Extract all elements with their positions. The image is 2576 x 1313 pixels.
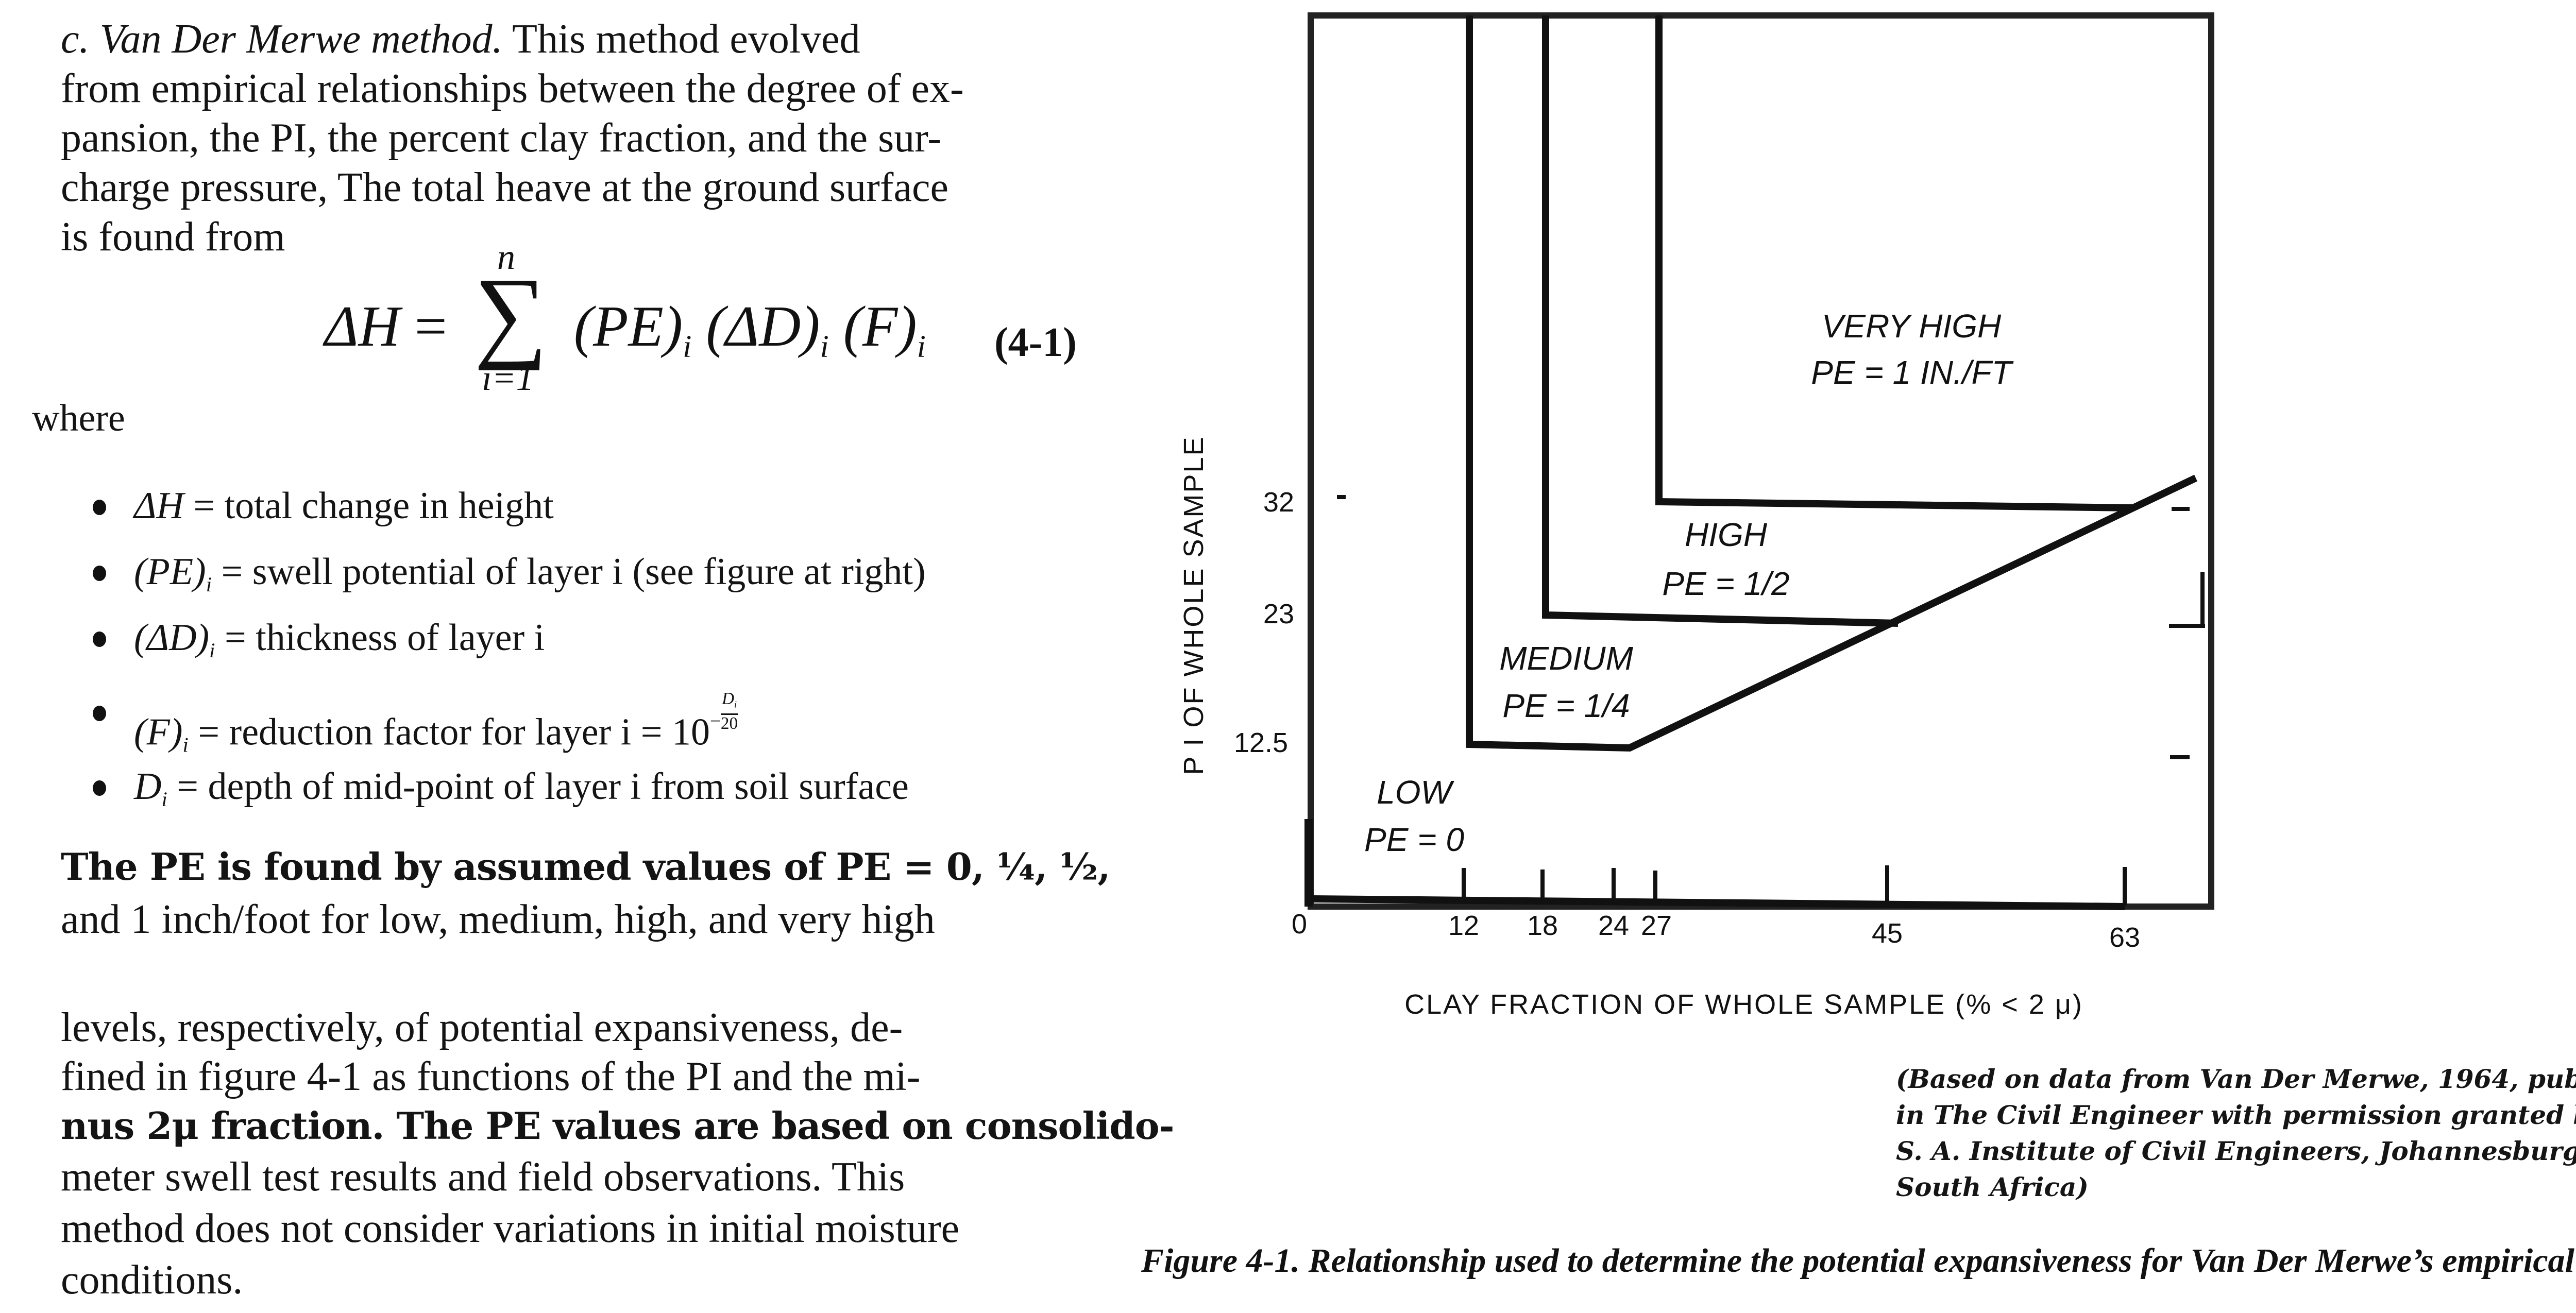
paragraph-line-7: method does not consider variations in i… xyxy=(61,1206,960,1251)
bullet-icon xyxy=(93,706,106,721)
svg-text:24: 24 xyxy=(1598,910,1629,941)
region-labels: VERY HIGH PE = 1 IN./FT HIGH PE = 1/2 ME… xyxy=(1364,308,2014,858)
y-axis-title: P I OF WHOLE SAMPLE xyxy=(1178,435,1209,775)
equation-term-f: (F) xyxy=(843,295,917,359)
chart-frame xyxy=(1308,12,2214,910)
svg-text:12.5: 12.5 xyxy=(1234,727,1288,758)
x-axis-title: CLAY FRACTION OF WHOLE SAMPLE (% < 2 μ) xyxy=(1404,989,2083,1020)
intro-text: This method evolved xyxy=(512,16,860,62)
svg-text:12: 12 xyxy=(1448,910,1479,941)
bullet-icon xyxy=(93,500,106,515)
boundary-high-very-high xyxy=(1655,15,2132,511)
region-medium-name: MEDIUM xyxy=(1499,640,1633,677)
paragraph-line-3: levels, respectively, of potential expan… xyxy=(61,1005,903,1050)
region-high-name: HIGH xyxy=(1685,516,1768,553)
where-label: where xyxy=(32,397,125,439)
x-axis-line xyxy=(1310,895,2125,910)
paragraph-line-8: conditions. xyxy=(61,1257,243,1303)
y-ticks xyxy=(1337,495,2205,759)
paragraph-line-4: fined in figure 4-1 as functions of the … xyxy=(61,1054,921,1099)
intro-line-4: charge pressure, The total heave at the … xyxy=(61,165,948,210)
equation-term-pe: (PE) xyxy=(573,295,683,359)
boundary-low-medium xyxy=(1466,15,2198,752)
paragraph-line-5: nus 2μ fraction. The PE values are based… xyxy=(61,1104,1175,1148)
y-tick-labels: 32 23 12.5 xyxy=(1234,487,1294,758)
svg-text:23: 23 xyxy=(1263,599,1294,629)
figure-caption: Figure 4-1. Relationship used to determi… xyxy=(1141,1242,2576,1280)
paragraph-line-6: meter swell test results and field obser… xyxy=(61,1154,905,1200)
intro-line-5: is found from xyxy=(61,214,285,260)
intro-line-2: from empirical relationships between the… xyxy=(61,66,964,111)
region-high-pe: PE = 1/2 xyxy=(1662,565,1789,602)
paragraph-line-1: The PE is found by assumed values of PE … xyxy=(61,845,1110,889)
heave-equation: ΔH = (PE)i (ΔD)i (F)i ∑ n i=1 (4-1) xyxy=(325,237,1128,412)
sigma-symbol: ∑ xyxy=(474,257,548,371)
intro-line-3: pansion, the PI, the percent clay fracti… xyxy=(61,115,941,161)
region-low-pe: PE = 0 xyxy=(1364,821,1464,858)
region-very-high-name: VERY HIGH xyxy=(1822,308,2002,345)
figure-source-note: (Based on data from Van Der Merwe, 1964,… xyxy=(1896,1064,2576,1202)
bullet-icon xyxy=(93,566,106,581)
svg-text:63: 63 xyxy=(2109,922,2140,953)
sum-upper-limit: n xyxy=(497,237,515,277)
svg-text:18: 18 xyxy=(1527,910,1558,941)
equation-number: (4-1) xyxy=(994,320,1077,365)
sum-lower-limit: i=1 xyxy=(482,359,534,398)
svg-text:0: 0 xyxy=(1292,909,1307,940)
svg-text:27: 27 xyxy=(1641,910,1672,941)
boundary-medium-high xyxy=(1542,15,1899,627)
svg-text:32: 32 xyxy=(1263,487,1294,518)
svg-text:45: 45 xyxy=(1872,918,1903,949)
region-low-name: LOW xyxy=(1377,774,1454,811)
equation-equals: = xyxy=(414,295,447,359)
section-heading: c. Van Der Merwe method. xyxy=(61,16,503,62)
exponent-fraction: Di 20 xyxy=(720,689,738,734)
bullet-icon xyxy=(93,780,106,796)
equation-lhs: ΔH xyxy=(325,295,400,359)
intro-line-1: c. Van Der Merwe method. This method evo… xyxy=(61,14,860,64)
x-ticks xyxy=(1462,865,2127,906)
equation-term-dd: (ΔD) xyxy=(706,295,820,359)
paragraph-line-2: and 1 inch/foot for low, medium, high, a… xyxy=(61,897,935,942)
region-medium-pe: PE = 1/4 xyxy=(1502,687,1630,724)
bullet-icon xyxy=(93,632,106,647)
x-tick-labels: 0 12 18 24 27 45 63 xyxy=(1292,909,2140,953)
equation-body: ΔH = (PE)i (ΔD)i (F)i xyxy=(325,295,926,364)
region-very-high-pe: PE = 1 IN./FT xyxy=(1811,354,2013,391)
